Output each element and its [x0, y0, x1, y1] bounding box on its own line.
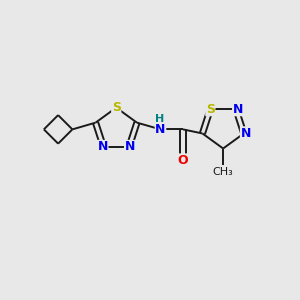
Text: S: S: [112, 101, 121, 114]
Text: N: N: [241, 127, 251, 140]
Text: N: N: [155, 123, 166, 136]
Text: CH₃: CH₃: [213, 167, 233, 177]
Text: N: N: [124, 140, 135, 154]
Text: H: H: [155, 114, 164, 124]
Text: O: O: [178, 154, 188, 167]
Text: S: S: [206, 103, 215, 116]
Text: N: N: [98, 140, 108, 154]
Text: N: N: [232, 103, 243, 116]
